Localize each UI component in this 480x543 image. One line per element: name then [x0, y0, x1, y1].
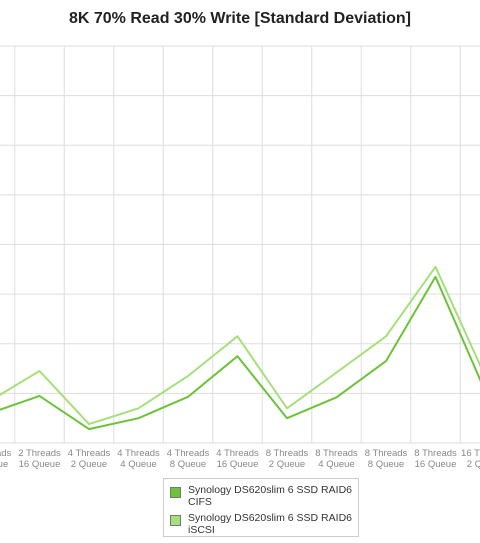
x-tick-label: 2 Queue: [467, 459, 480, 470]
x-tick-label: 8 Threads: [365, 448, 408, 459]
series-lines: [0, 265, 480, 431]
x-tick-label: 16 Queue: [19, 459, 61, 470]
x-tick-label: 4 Threads: [68, 448, 111, 459]
x-tick-label: 8 Queue: [170, 459, 206, 470]
legend-label-iscsi: Synology DS620slim 6 SSD RAID6 iSCSI: [188, 512, 352, 536]
x-tick-label: 8 Threads: [315, 448, 358, 459]
legend-label-cifs: Synology DS620slim 6 SSD RAID6 CIFS: [188, 484, 352, 508]
x-tick-label: 2 Queue: [269, 459, 305, 470]
x-tick-label: 2 Queue: [71, 459, 107, 470]
x-tick-label: 4 Threads: [216, 448, 259, 459]
x-tick-label: 4 Threads: [167, 448, 210, 459]
legend: Synology DS620slim 6 SSD RAID6 CIFS Syno…: [163, 478, 359, 537]
legend-swatch-cifs: [170, 487, 181, 498]
x-tick-label: 8 Queue: [0, 459, 8, 470]
x-tick-label: 2 Threads: [0, 448, 12, 459]
series-line-iscsi[interactable]: [0, 265, 480, 426]
series-line-cifs[interactable]: [0, 275, 480, 431]
x-tick-label: 8 Queue: [368, 459, 404, 470]
chart-title: 8K 70% Read 30% Write [Standard Deviatio…: [68, 10, 412, 27]
x-tick-label: 4 Threads: [117, 448, 160, 459]
x-tick-label: 16 Queue: [415, 459, 457, 470]
x-tick-label: 2 Threads: [18, 448, 61, 459]
x-tick-label: 8 Threads: [414, 448, 457, 459]
x-tick-label: 16 Threads: [461, 448, 480, 459]
grid-lines: [0, 45, 480, 444]
x-tick-label: 4 Queue: [318, 459, 354, 470]
x-tick-label: 8 Threads: [266, 448, 309, 459]
x-tick-label: 16 Queue: [217, 459, 259, 470]
legend-swatch-iscsi: [170, 515, 181, 526]
x-tick-label: 4 Queue: [120, 459, 156, 470]
